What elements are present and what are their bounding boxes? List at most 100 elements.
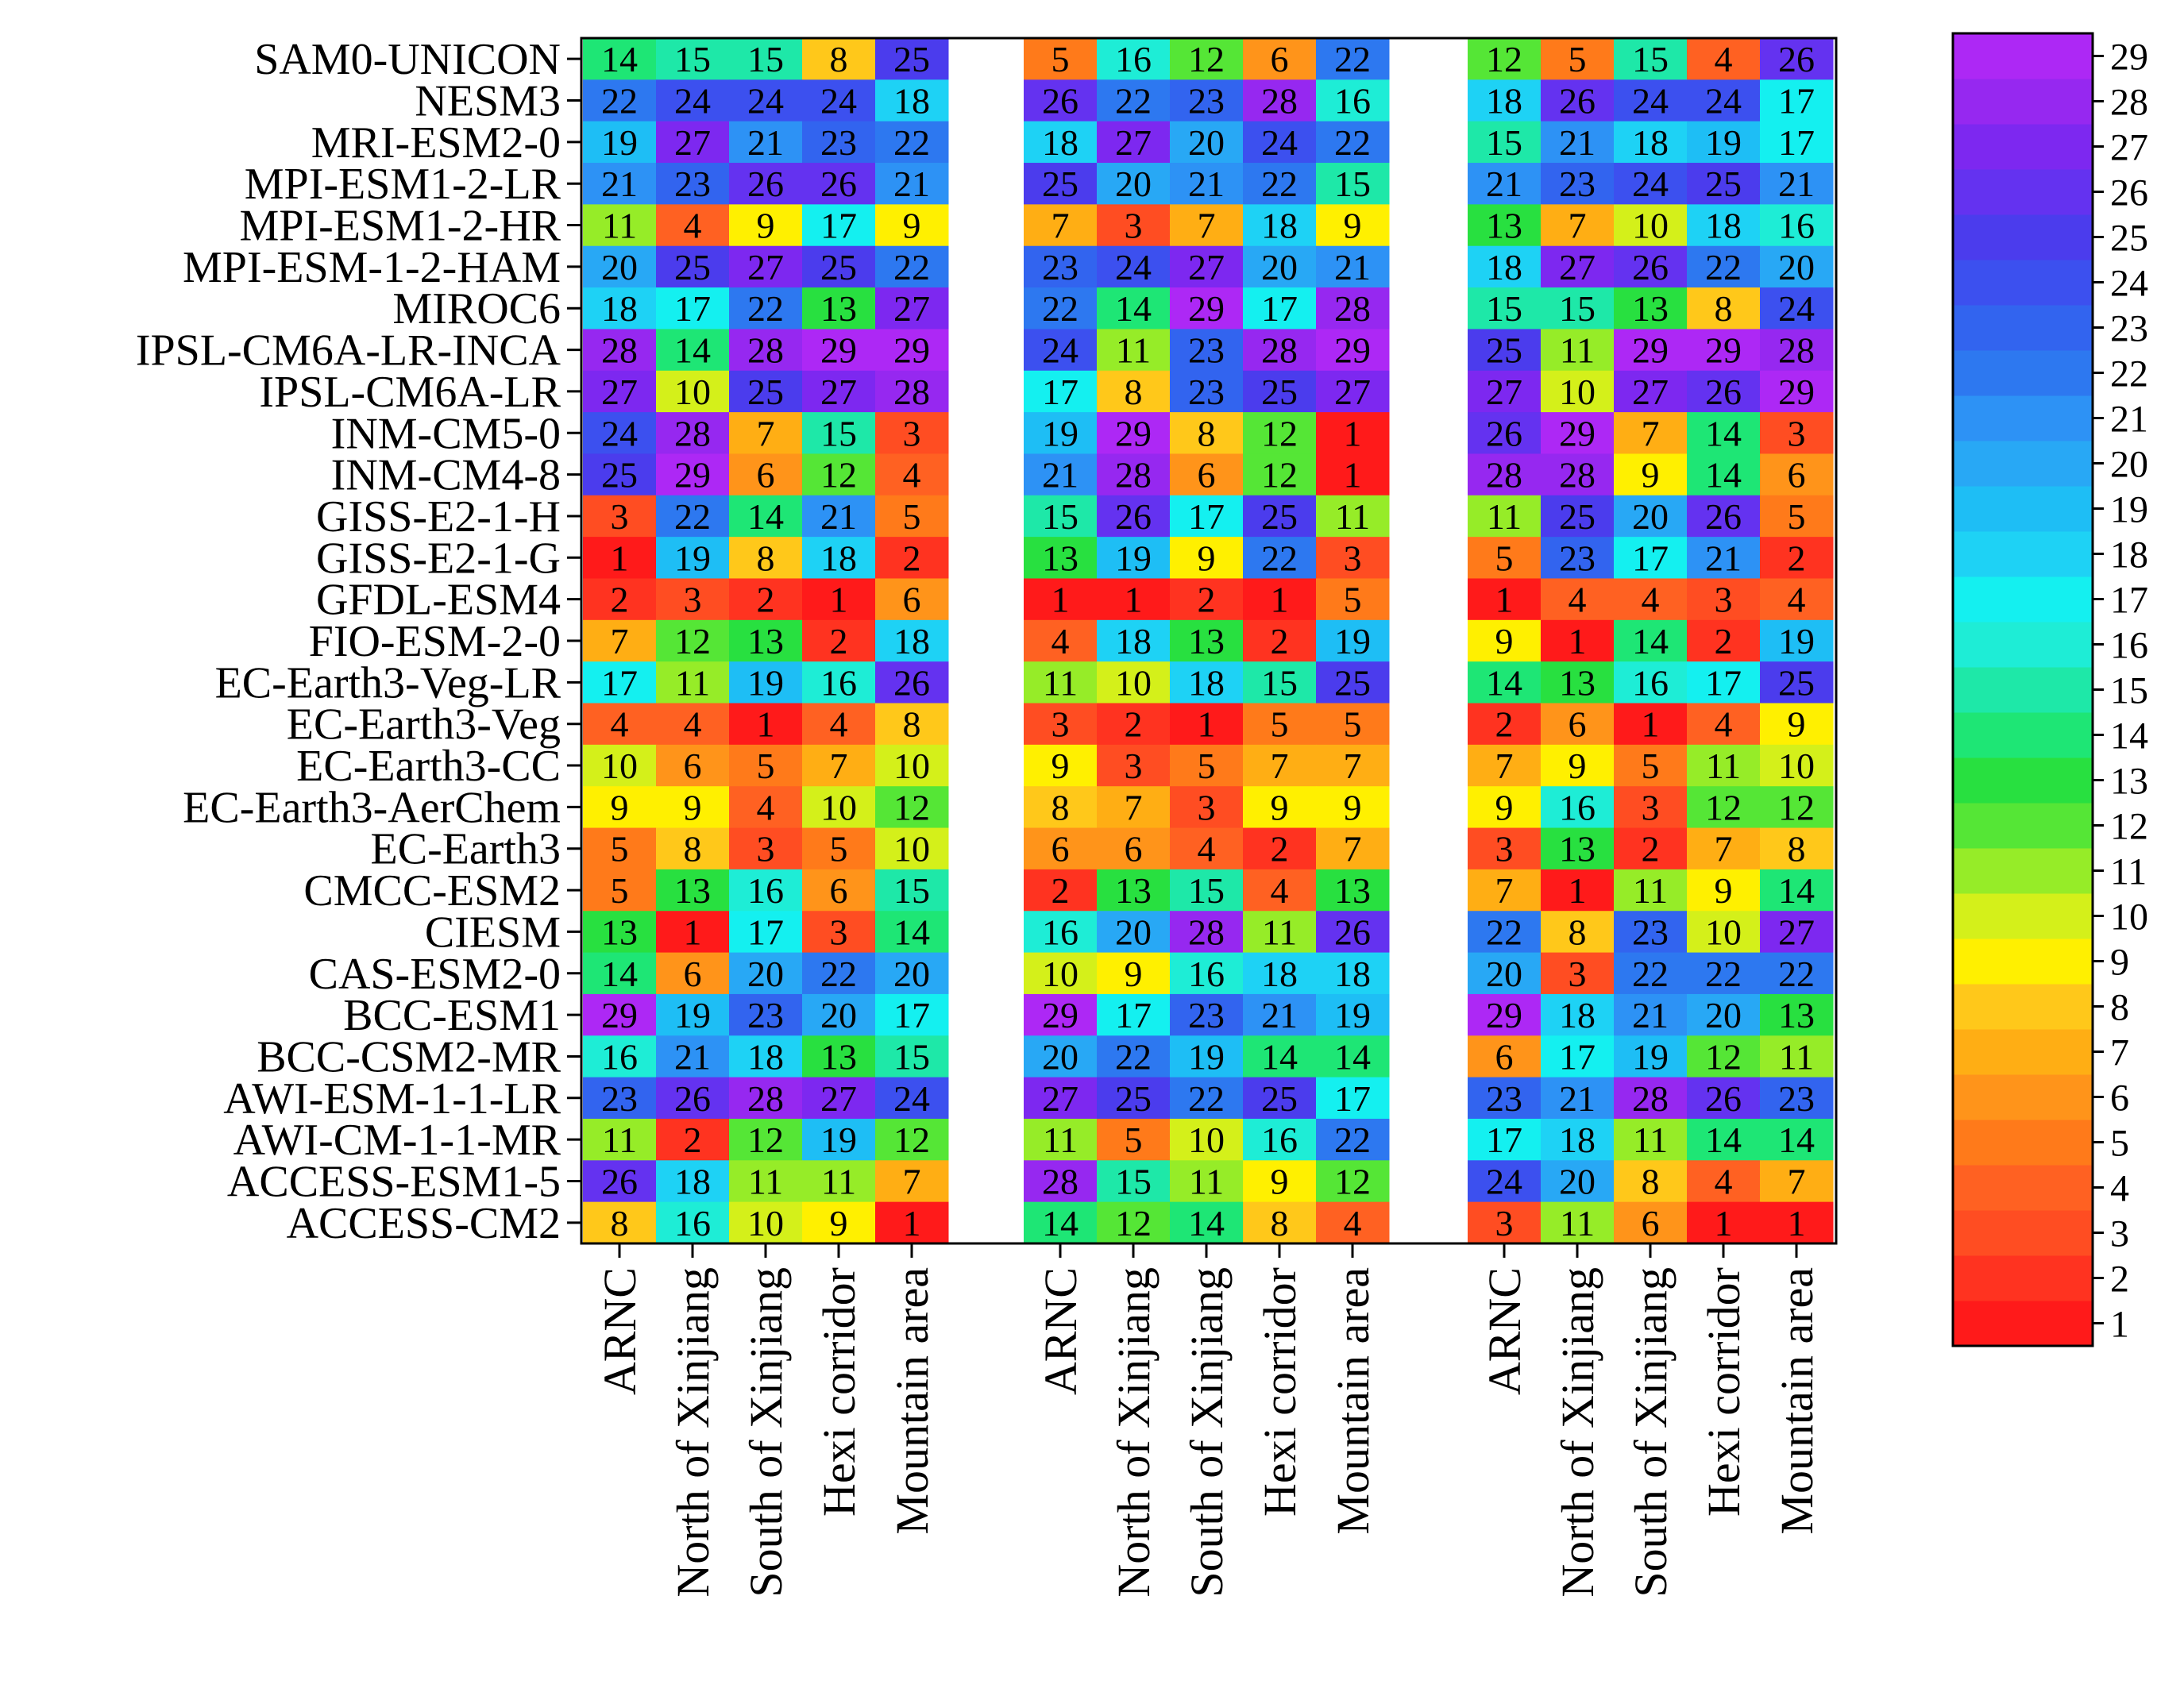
cell-value-label: 21 (601, 164, 638, 204)
cell-value-label: 11 (1262, 912, 1297, 952)
cell-value-label: 14 (1188, 1203, 1225, 1243)
cell-value-label: 22 (601, 81, 638, 121)
heatmap-cell (1541, 1077, 1615, 1120)
cell-value-label: 22 (893, 247, 930, 287)
cell-value-label: 5 (1271, 704, 1289, 745)
heatmap-cell (1097, 911, 1171, 954)
cell-value-label: 13 (1188, 621, 1225, 661)
heatmap-cell (1243, 1201, 1317, 1244)
cell-value-label: 26 (1632, 247, 1669, 287)
heatmap-cell (1687, 370, 1761, 413)
cell-value-label: 2 (1198, 580, 1216, 620)
heatmap-cell (1024, 993, 1098, 1036)
heatmap-cell (802, 38, 876, 80)
cell-value-label: 1 (1051, 580, 1070, 620)
cell-value-label: 16 (820, 662, 857, 703)
cell-value-label: 2 (1495, 704, 1514, 745)
heatmap-cell (1541, 703, 1615, 746)
heatmap-cell (1024, 163, 1098, 205)
cell-value-label: 21 (674, 1036, 711, 1077)
cell-value-label: 21 (1261, 995, 1298, 1035)
cell-value-label: 27 (747, 247, 784, 287)
heatmap-cell (1097, 993, 1171, 1036)
model-axis-label: AWI-CM-1-1-MR (233, 1116, 561, 1165)
cell-value-label: 3 (1569, 954, 1587, 994)
heatmap-cell (1687, 786, 1761, 829)
cell-value-label: 26 (1042, 81, 1078, 121)
heatmap-cell (1614, 245, 1688, 288)
cell-value-label: 14 (1632, 621, 1669, 661)
cell-value-label: 8 (1715, 288, 1733, 329)
heatmap-cell (1316, 827, 1390, 870)
cell-value-label: 6 (1642, 1203, 1660, 1243)
cell-value-label: 27 (674, 122, 711, 163)
heatmap-cell (1614, 329, 1688, 372)
heatmap-cell (802, 952, 876, 995)
cell-value-label: 25 (1486, 330, 1522, 371)
cell-value-label: 23 (1188, 372, 1225, 412)
cell-value-label: 1 (1271, 580, 1289, 620)
heatmap-cell (1614, 287, 1688, 330)
heatmap-cell (1468, 329, 1542, 372)
cell-value-label: 29 (1334, 330, 1371, 371)
heatmap-cell (1243, 744, 1317, 787)
cell-value-label: 1 (1344, 455, 1362, 495)
heatmap-cell (1760, 744, 1834, 787)
cell-value-label: 4 (1344, 1203, 1362, 1243)
model-axis-label: NESM3 (415, 77, 561, 126)
heatmap-cell (729, 744, 803, 787)
cell-value-label: 14 (1486, 662, 1522, 703)
region-axis-label: South of Xinjiang (1625, 1267, 1677, 1598)
cell-value-label: 4 (1198, 829, 1216, 869)
heatmap-cell (729, 287, 803, 330)
heatmap-cell (583, 911, 657, 954)
cell-value-label: 3 (903, 413, 921, 453)
heatmap-cell (656, 38, 730, 80)
heatmap-cell (1687, 869, 1761, 912)
cell-value-label: 21 (1334, 247, 1371, 287)
cell-value-label: 14 (1705, 413, 1742, 453)
cell-value-label: 20 (1261, 247, 1298, 287)
model-axis-label: INM-CM5-0 (331, 409, 561, 458)
cell-value-label: 7 (1125, 787, 1143, 827)
cell-value-label: 23 (1486, 1078, 1522, 1119)
heatmap-cell (1316, 204, 1390, 247)
cell-value-label: 21 (1778, 164, 1815, 204)
heatmap-cell (1024, 578, 1098, 621)
cell-value-label: 21 (1042, 455, 1078, 495)
cell-value-label: 5 (1495, 538, 1514, 578)
cell-value-label: 23 (601, 1078, 638, 1119)
heatmap-cell (875, 786, 949, 829)
heatmap-cell (729, 1201, 803, 1244)
cell-value-label: 7 (1495, 870, 1514, 911)
cell-value-label: 28 (893, 372, 930, 412)
heatmap-cell (1170, 827, 1244, 870)
cell-value-label: 4 (684, 704, 702, 745)
cell-value-label: 29 (1188, 288, 1225, 329)
cell-value-label: 22 (1705, 954, 1742, 994)
cell-value-label: 1 (1715, 1203, 1733, 1243)
model-axis-label: CAS-ESM2-0 (309, 950, 561, 999)
heatmap-cell (1170, 952, 1244, 995)
heatmap-cell (1468, 703, 1542, 746)
colorbar-tick-label: 18 (2110, 534, 2148, 576)
cell-value-label: 24 (1632, 81, 1669, 121)
colorbar-segment (1953, 1074, 2093, 1120)
heatmap-cell (1614, 453, 1688, 496)
heatmap-cell (1760, 1035, 1834, 1078)
heatmap-cell (1243, 38, 1317, 80)
cell-value-label: 21 (1559, 1078, 1596, 1119)
colorbar-segment (1953, 350, 2093, 396)
heatmap-cell (1541, 163, 1615, 205)
cell-value-label: 13 (1042, 538, 1078, 578)
heatmap-cell (1243, 1077, 1317, 1120)
heatmap-cell (1170, 370, 1244, 413)
cell-value-label: 27 (1632, 372, 1669, 412)
cell-value-label: 5 (1125, 1120, 1143, 1160)
cell-value-label: 9 (830, 1203, 848, 1243)
cell-value-label: 8 (1642, 1161, 1660, 1201)
cell-value-label: 22 (1334, 1120, 1371, 1160)
colorbar-tick-label: 24 (2110, 263, 2148, 305)
cell-value-label: 18 (601, 288, 638, 329)
heatmap-cell (1097, 1035, 1171, 1078)
